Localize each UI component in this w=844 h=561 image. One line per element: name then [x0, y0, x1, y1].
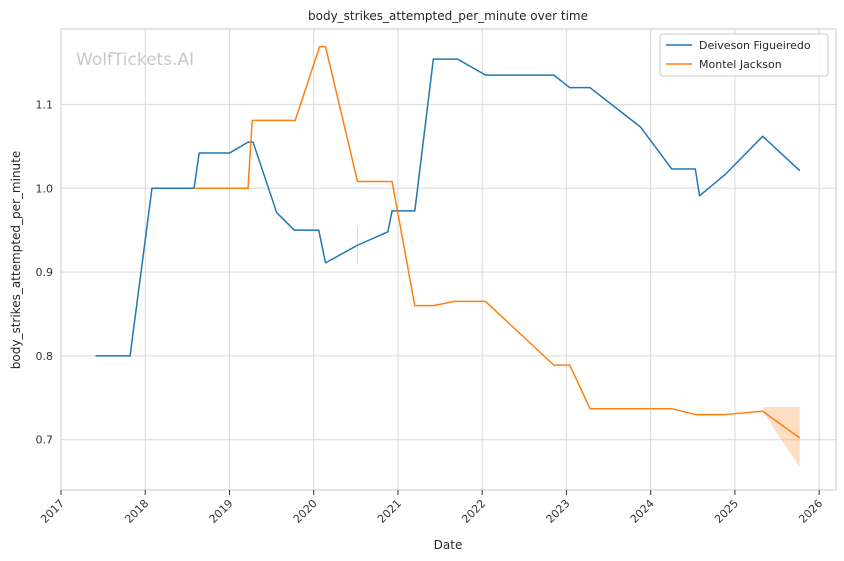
y-tick-label: 0.8: [36, 350, 54, 363]
x-tick-label: 2018: [122, 497, 151, 526]
x-tick-label: 2026: [796, 497, 825, 526]
plot-frame: [60, 28, 837, 491]
x-axis-ticks: 2017 2018 2019 2020 2021 2022 2023 2024 2025 2026: [38, 490, 825, 526]
x-tick-label: 2021: [375, 497, 404, 526]
y-axis-title: body_strikes_attempted_per_minute: [9, 151, 23, 369]
watermark-text: WolfTickets.AI: [76, 50, 194, 70]
grid-lines: [60, 29, 836, 490]
legend-label: Montel Jackson: [699, 58, 782, 71]
x-tick-label: 2025: [712, 497, 741, 526]
x-tick-label: 2024: [628, 497, 657, 526]
x-tick-label: 2017: [38, 497, 67, 526]
series-line: [95, 58, 801, 357]
legend-label: Deiveson Figueiredo: [699, 39, 811, 52]
series-line: [194, 45, 801, 439]
plot-area: [61, 29, 836, 490]
y-tick-label: 0.9: [36, 266, 54, 279]
x-tick-label: 2022: [459, 497, 488, 526]
y-tick-label: 1.0: [36, 182, 54, 195]
x-tick-label: 2020: [291, 497, 320, 526]
x-axis-title: Date: [434, 538, 463, 552]
legend-box: [659, 33, 829, 77]
legend: Deiveson Figueiredo Montel Jackson: [659, 33, 829, 77]
chart-title: body_strikes_attempted_per_minute over t…: [308, 9, 588, 23]
x-tick-label: 2023: [544, 497, 573, 526]
y-tick-label: 0.7: [36, 434, 54, 447]
y-axis-ticks: 0.7 0.8 0.9 1.0 1.1: [36, 98, 54, 446]
x-tick-label: 2019: [207, 497, 236, 526]
confidence-band: [762, 407, 800, 468]
y-tick-label: 1.1: [36, 98, 54, 111]
series-lines: [95, 45, 801, 439]
